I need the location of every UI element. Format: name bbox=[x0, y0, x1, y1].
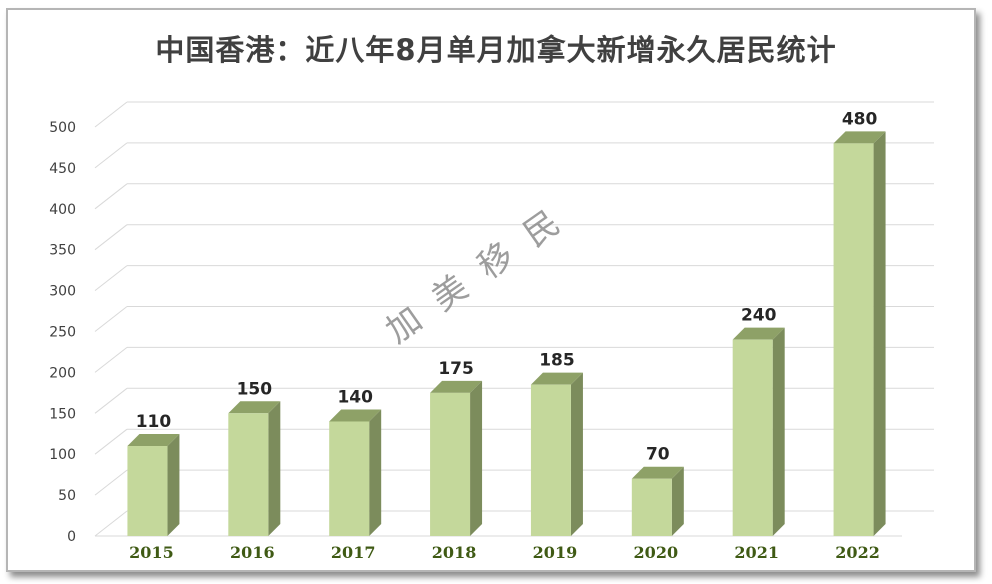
y-tick-label: 0 bbox=[67, 529, 76, 545]
x-tick-label: 2020 bbox=[634, 543, 679, 562]
bar-top bbox=[833, 131, 886, 144]
y-tick-label: 350 bbox=[49, 243, 76, 259]
bar-side bbox=[268, 401, 281, 536]
data-label: 185 bbox=[539, 351, 575, 371]
y-tick-label: 250 bbox=[49, 325, 76, 341]
x-axis-ticks: 2015 2016 2017 2018 2019 2020 2021 2022 bbox=[129, 543, 880, 562]
y-tick-label: 500 bbox=[49, 120, 76, 136]
gridline-floor bbox=[94, 306, 128, 332]
bar-side bbox=[470, 380, 483, 536]
y-tick-label: 150 bbox=[49, 406, 76, 422]
bar-side bbox=[772, 327, 785, 536]
gridline-floor bbox=[94, 469, 128, 496]
gridline-floor bbox=[94, 347, 128, 373]
gridline-floor bbox=[94, 142, 128, 169]
x-tick-label: 2016 bbox=[230, 543, 275, 562]
data-label: 480 bbox=[842, 109, 878, 129]
bar bbox=[833, 143, 874, 537]
bar-top bbox=[228, 401, 281, 414]
gridline-floor bbox=[94, 224, 128, 251]
bar-side bbox=[873, 131, 886, 537]
bar bbox=[732, 339, 773, 536]
bar bbox=[228, 413, 269, 536]
data-label: 70 bbox=[646, 445, 670, 465]
x-tick-label: 2015 bbox=[129, 543, 174, 562]
bar-side bbox=[167, 434, 180, 536]
data-label: 150 bbox=[237, 379, 273, 399]
x-tick-label: 2019 bbox=[533, 543, 578, 562]
bar-top bbox=[127, 434, 180, 447]
y-tick-label: 300 bbox=[49, 284, 76, 300]
data-labels: 110 150 140 175 185 70 240 480 bbox=[136, 109, 878, 464]
chart-title: 中国香港：近八年8月单月加拿大新增永久居民统计 bbox=[155, 33, 837, 67]
bar bbox=[631, 478, 672, 536]
gridlines bbox=[94, 101, 934, 537]
bar-top bbox=[732, 327, 785, 340]
bar-top bbox=[329, 409, 382, 422]
bar-top bbox=[530, 372, 583, 385]
gridline-floor bbox=[94, 428, 128, 455]
data-label: 175 bbox=[438, 359, 474, 379]
bar bbox=[530, 384, 571, 536]
x-tick-label: 2018 bbox=[432, 543, 477, 562]
gridline-floor bbox=[94, 183, 128, 210]
gridline-floor bbox=[94, 387, 128, 414]
x-tick-label: 2021 bbox=[734, 543, 779, 562]
y-tick-label: 200 bbox=[49, 365, 76, 381]
y-tick-label: 50 bbox=[58, 488, 76, 504]
data-label: 140 bbox=[337, 387, 373, 407]
bar-top bbox=[631, 466, 684, 479]
bar bbox=[127, 446, 168, 536]
y-tick-label: 400 bbox=[49, 202, 76, 218]
gridline-floor bbox=[94, 510, 128, 537]
bar-side bbox=[671, 466, 684, 536]
x-tick-label: 2022 bbox=[835, 543, 880, 562]
data-label: 240 bbox=[741, 306, 777, 326]
gridline-floor bbox=[94, 265, 128, 291]
bar-top bbox=[430, 380, 483, 393]
y-tick-label: 450 bbox=[49, 161, 76, 177]
bar bbox=[430, 392, 471, 536]
gridline-floor bbox=[94, 101, 128, 128]
y-axis-ticks: 0 50 100 150 200 250 300 350 400 450 500 bbox=[49, 120, 76, 545]
bars bbox=[127, 131, 886, 537]
y-tick-label: 100 bbox=[49, 447, 76, 463]
data-label: 110 bbox=[136, 412, 172, 432]
bar bbox=[329, 421, 370, 536]
bar-side bbox=[570, 372, 583, 536]
x-tick-label: 2017 bbox=[331, 543, 376, 562]
bar-side bbox=[369, 409, 382, 536]
